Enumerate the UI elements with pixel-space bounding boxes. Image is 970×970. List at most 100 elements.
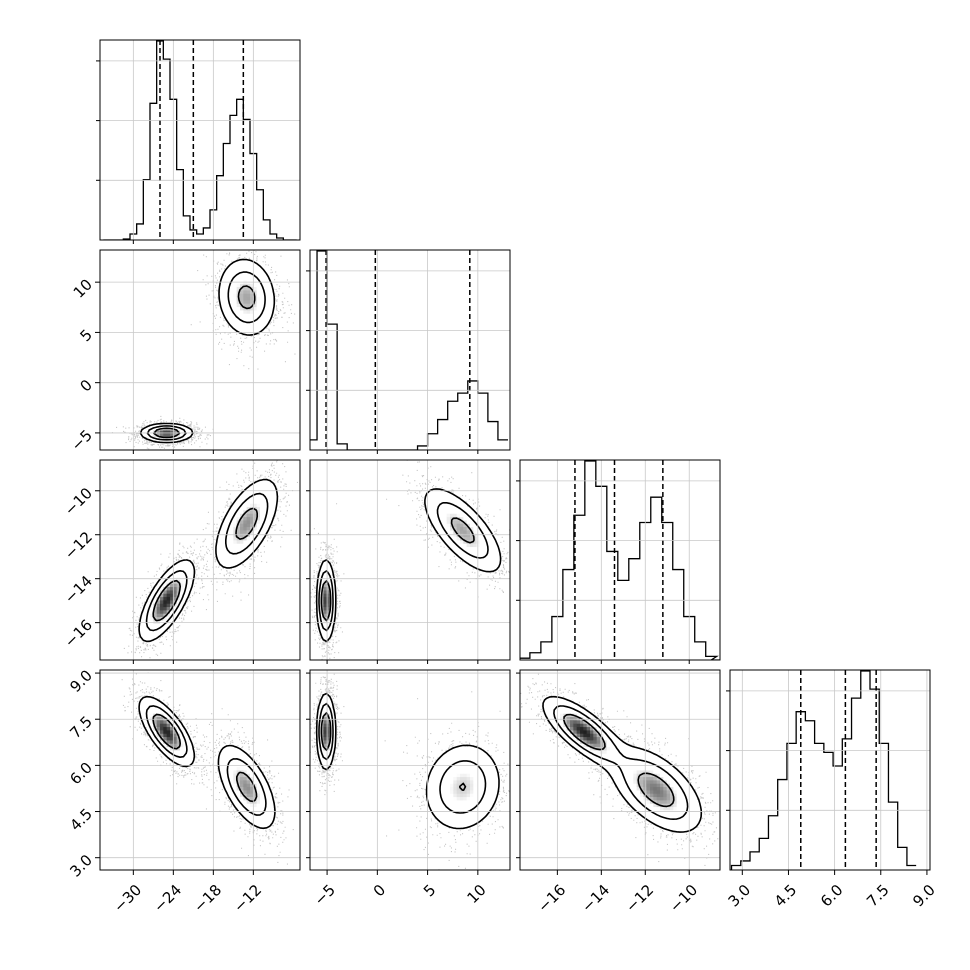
density-cell [170, 586, 174, 591]
density-cell [446, 816, 451, 821]
density-cell [176, 743, 181, 748]
density-cell [470, 800, 474, 804]
density-cell [450, 516, 454, 521]
density-cell [473, 766, 478, 771]
density-cell [176, 746, 181, 751]
density-cell [593, 730, 598, 734]
density-cell [256, 323, 261, 328]
density-cell [476, 553, 481, 558]
density-cell [153, 606, 158, 611]
density-cell [190, 563, 194, 568]
density-cell [473, 790, 478, 794]
density-cell [256, 500, 261, 504]
density-cell [636, 766, 641, 771]
density-cell [486, 566, 491, 571]
density-cell [243, 290, 248, 294]
density-cell [256, 793, 261, 798]
density-cell [240, 326, 244, 331]
density-cell [466, 823, 471, 828]
density-cell [233, 780, 238, 784]
density-cell [246, 530, 251, 534]
density-cell [440, 803, 444, 808]
contour-1-3-0 [315, 692, 500, 830]
density-cell [230, 796, 234, 801]
density-cell [260, 803, 264, 808]
density-cell [476, 813, 481, 818]
density-cell [440, 800, 444, 804]
density-cell [606, 760, 611, 764]
density-cell [170, 730, 174, 734]
density-cell [446, 493, 451, 498]
density-cell [550, 716, 554, 721]
density-cell [443, 493, 448, 498]
density-cell [246, 266, 251, 271]
density-cell [476, 530, 481, 534]
density-cell [450, 823, 454, 828]
density-cell [273, 496, 278, 501]
density-cell [570, 733, 574, 738]
density-cell [226, 516, 231, 521]
density-cell [660, 823, 664, 828]
density-cell [656, 800, 661, 804]
density-cell [243, 273, 248, 278]
density-cell [453, 766, 458, 771]
density-cell [320, 570, 324, 574]
density-cell [550, 700, 554, 704]
density-cell [440, 506, 444, 511]
density-cell [443, 780, 448, 784]
density-cell [476, 793, 481, 798]
density-cell [180, 436, 184, 441]
density-cell [460, 796, 464, 801]
density-cell [270, 506, 274, 511]
density-cell [153, 700, 158, 704]
density-cell [260, 313, 264, 318]
density-cell [456, 790, 461, 794]
density-cell [446, 526, 451, 531]
density-cell [450, 543, 454, 548]
density-cell [156, 730, 161, 734]
density-cell [330, 623, 334, 628]
density-cell [466, 770, 471, 774]
density-cell [486, 563, 491, 568]
density-cell [673, 780, 678, 784]
density-cell [250, 530, 254, 534]
density-cell [470, 796, 474, 801]
density-cell [256, 513, 261, 518]
density-cell [233, 303, 238, 308]
density-cell [666, 796, 671, 801]
density-cell [436, 793, 441, 798]
density-cell [453, 540, 458, 544]
density-cell [243, 310, 248, 314]
density-cell [436, 800, 441, 804]
density-cell [240, 260, 244, 264]
density-cell [170, 736, 174, 741]
density-cell [676, 826, 681, 831]
density-cell [180, 593, 184, 598]
density-cell [473, 560, 478, 564]
density-cell [660, 780, 664, 784]
density-cell [173, 740, 178, 744]
density-cell [666, 786, 671, 791]
density-cell [233, 746, 238, 751]
density-cell [460, 766, 464, 771]
density-cell [460, 800, 464, 804]
density-cell [263, 513, 268, 518]
density-cell [576, 716, 581, 721]
density-cell [606, 756, 611, 761]
density-cell [493, 793, 498, 798]
density-cell [443, 756, 448, 761]
density-cell [323, 586, 328, 591]
density-cell [610, 736, 614, 741]
density-cell [620, 756, 624, 761]
density-cell [613, 753, 618, 758]
density-cell [683, 806, 688, 811]
density-cell [690, 813, 694, 818]
density-cell [256, 270, 261, 274]
density-cell [223, 523, 228, 528]
density-cell [230, 750, 234, 754]
density-cell [316, 586, 321, 591]
density-cell [473, 780, 478, 784]
density-cell [236, 300, 241, 304]
density-cell [253, 800, 258, 804]
density-cell [266, 816, 271, 821]
